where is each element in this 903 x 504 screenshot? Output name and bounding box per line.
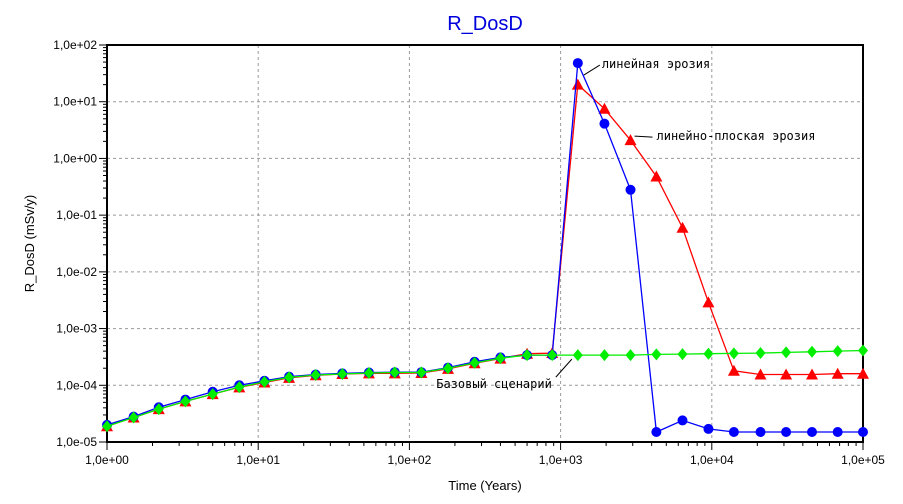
y-tick-label: 1,0e+01: [53, 95, 97, 109]
data-point: [832, 427, 843, 438]
annotation-leader: [583, 64, 601, 76]
data-point: [310, 368, 321, 381]
data-point: [831, 367, 844, 379]
data-point: [832, 345, 843, 358]
data-point: [781, 346, 792, 359]
data-point: [102, 420, 112, 433]
x-tick-label: 1,0e+02: [388, 453, 432, 467]
data-point: [806, 368, 819, 380]
axes: 1,0e+00 1,0e+01 1,0e+02 1,0e+03 1,0e+04 1,0e+…: [53, 38, 885, 467]
data-point: [702, 296, 715, 308]
data-point: [728, 427, 739, 438]
data-point: [337, 368, 348, 381]
data-point: [207, 388, 218, 401]
data-point: [858, 344, 868, 357]
x-tick-label: 1,0e+00: [85, 453, 129, 467]
data-point: [599, 118, 610, 129]
data-point: [858, 427, 868, 438]
x-tick-label: 1,0e+05: [841, 453, 885, 467]
data-point: [598, 102, 611, 114]
data-point: [727, 364, 740, 376]
data-point: [807, 345, 818, 358]
data-point: [781, 427, 792, 438]
data-point: [677, 415, 688, 426]
data-point: [703, 347, 714, 360]
data-point: [625, 349, 636, 362]
data-point: [469, 356, 480, 369]
data-point: [259, 375, 270, 388]
data-point: [754, 368, 767, 380]
series-annotation: Базовый сценарий: [436, 377, 552, 391]
data-point: [651, 348, 662, 361]
x-tick-label: 1,0e+01: [236, 453, 280, 467]
data-point: [180, 395, 191, 408]
y-tick-label: 1,0e+02: [53, 38, 97, 52]
y-tick-label: 1,0e+00: [53, 151, 97, 165]
grid: [107, 45, 863, 442]
data-point: [780, 368, 793, 380]
annotation-leader: [634, 135, 653, 138]
y-axis-title: R_DosD (mSv/y): [22, 195, 37, 293]
x-axis-title: Time (Years): [448, 478, 521, 493]
data-point: [807, 427, 818, 438]
data-point: [522, 349, 533, 362]
data-point: [363, 366, 374, 379]
data-point: [755, 427, 766, 438]
data-point: [284, 371, 295, 384]
data-point: [153, 403, 164, 416]
series-annotation: линейная эрозия: [602, 57, 710, 71]
data-point: [495, 352, 506, 365]
data-point: [547, 349, 558, 362]
data-point: [728, 347, 739, 360]
annotations: линейная эрозия линейно-плоская эрозия Баз…: [436, 57, 815, 391]
data-point: [857, 367, 869, 379]
y-tick-label: 1,0e-01: [56, 208, 97, 222]
data-point: [234, 381, 245, 394]
data-point: [625, 184, 636, 195]
y-tick-label: 1,0e-02: [56, 265, 97, 279]
data-point: [442, 362, 453, 375]
x-tick-label: 1,0e+04: [690, 453, 734, 467]
chart-title: R_DosD: [447, 13, 523, 35]
series-layer: [101, 58, 869, 438]
data-point: [571, 78, 584, 90]
data-point: [389, 366, 400, 379]
data-point: [572, 349, 583, 362]
series-diamond: [102, 344, 868, 433]
annotation-leader: [555, 358, 573, 378]
data-point: [572, 58, 583, 69]
data-point: [128, 411, 139, 424]
plot-frame: [106, 44, 864, 443]
data-point: [677, 348, 688, 361]
y-tick-label: 1,0e-05: [56, 435, 97, 449]
x-tick-label: 1,0e+03: [539, 453, 583, 467]
data-point: [650, 170, 663, 182]
data-point: [676, 221, 689, 233]
data-point: [755, 347, 766, 360]
y-tick-label: 1,0e-03: [56, 322, 97, 336]
y-tick-label: 1,0e-04: [56, 378, 97, 392]
data-point: [599, 349, 610, 362]
data-point: [651, 427, 662, 438]
data-point: [703, 423, 714, 434]
series-annotation: линейно-плоская эрозия: [657, 129, 816, 143]
data-point: [624, 134, 637, 146]
data-point: [416, 366, 427, 379]
